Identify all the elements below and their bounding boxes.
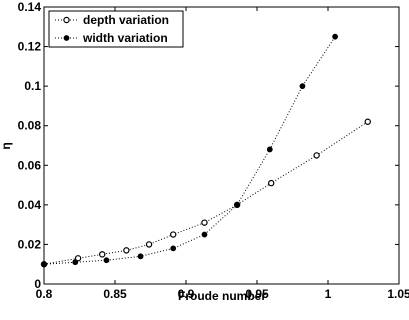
x-tick-label: 0.95 (245, 287, 269, 301)
series-0-point (99, 251, 106, 258)
series-1-point (72, 259, 79, 266)
series-0-point (364, 118, 371, 125)
series-1-point (41, 261, 47, 268)
y-tick-label: 0.14 (18, 0, 42, 14)
series-line-1 (43, 36, 336, 265)
legend-width-label: width variation (82, 31, 168, 45)
series-1-point (266, 146, 273, 153)
series-layer (40, 33, 371, 268)
series-0-point (123, 247, 130, 254)
series-0-point (201, 219, 208, 226)
series-0-point (313, 152, 320, 159)
x-axis-label: Froude number (178, 289, 266, 303)
x-tick-label: 1.05 (387, 287, 409, 301)
series-1-point (103, 257, 110, 264)
series-1-point (137, 253, 144, 260)
series-1-point (332, 33, 339, 40)
series-1-point (201, 231, 208, 238)
y-tick-label: 0.04 (18, 198, 42, 212)
ticks-layer: 0.8 0.85 0.9 0.95 1 1.05 0 0.02 0.04 0.06 0.08 0.1 0… (18, 0, 409, 301)
legend: depth variation width variation (48, 10, 184, 48)
x-tick-label: 0.9 (178, 287, 195, 301)
y-tick-label: 0.12 (18, 40, 42, 54)
series-1-point (299, 83, 306, 90)
y-tick-label: 0.1 (24, 79, 41, 93)
y-axis-label: η (0, 142, 13, 149)
series-0-point (74, 255, 82, 262)
plot-area (43, 6, 400, 285)
legend-depth-label: depth variation (83, 13, 169, 27)
series-1-point (170, 245, 177, 252)
x-tick-label: 1 (325, 287, 332, 301)
series-0-point (170, 231, 177, 238)
series-line-0 (43, 121, 369, 265)
legend-depth-marker (63, 16, 70, 24)
y-tick-label: 0.08 (18, 119, 42, 133)
x-tick-label: 0.8 (36, 287, 53, 301)
series-0-point (145, 241, 153, 248)
legend-width-marker (63, 35, 70, 41)
series-1-point (234, 201, 241, 208)
series-0-point (268, 179, 275, 187)
x-tick-label: 0.85 (103, 287, 127, 301)
y-tick-label: 0.02 (18, 237, 42, 251)
y-tick-label: 0.06 (18, 158, 42, 172)
y-tick-label: 0 (34, 277, 41, 291)
legend-box (48, 10, 184, 48)
